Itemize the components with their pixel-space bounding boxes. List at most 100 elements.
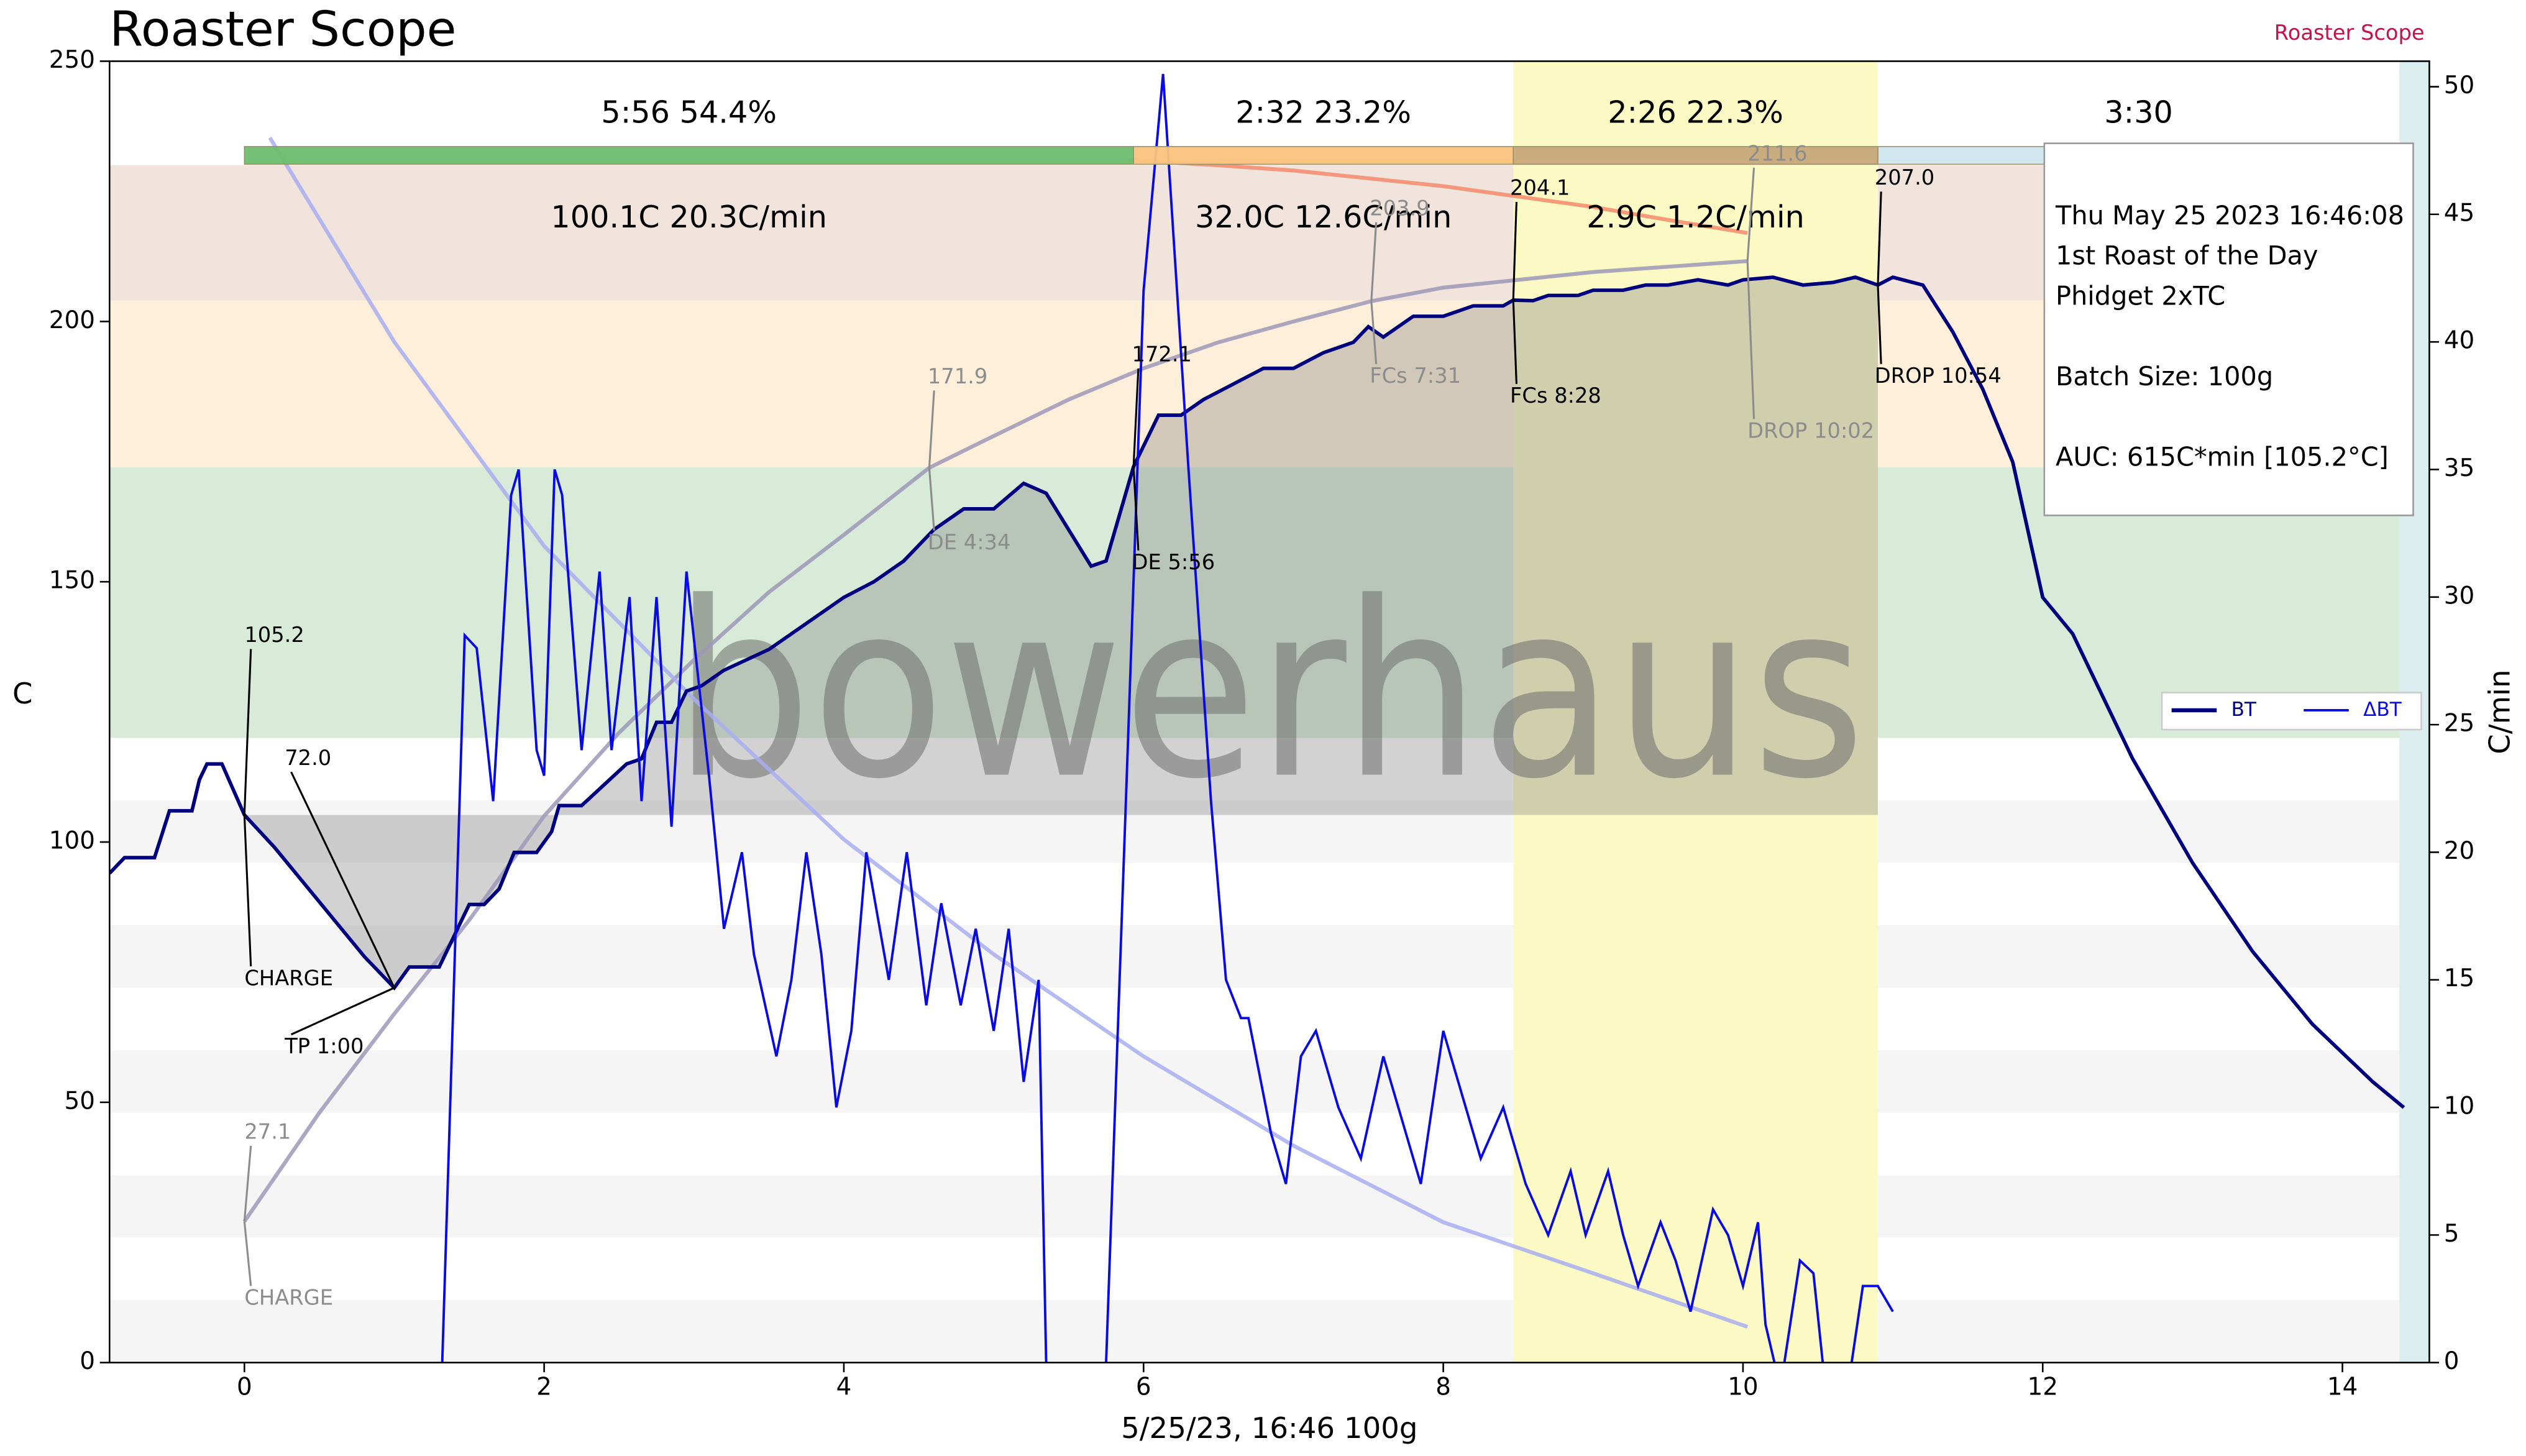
y-tick-label: 100 xyxy=(49,827,95,855)
y-tick-label: 200 xyxy=(49,306,95,334)
info-line: Thu May 25 2023 16:46:08 xyxy=(2055,201,2404,231)
leader xyxy=(928,467,935,531)
event-value: 105.2 xyxy=(244,623,304,647)
x-tick-label: 4 xyxy=(836,1373,852,1401)
leader xyxy=(290,987,395,1036)
event-value: 207.0 xyxy=(1875,165,1934,190)
event-name: FCs 8:28 xyxy=(1510,383,1601,408)
stripe xyxy=(109,800,2430,863)
leader xyxy=(243,1145,252,1222)
stripe xyxy=(109,1175,2430,1238)
phase-label: 2:32 23.2% xyxy=(1235,94,1411,130)
x-tick-label: 12 xyxy=(2028,1373,2058,1401)
auc-area xyxy=(244,277,1878,988)
event-value: 203.9 xyxy=(1370,196,1429,220)
series-line xyxy=(109,275,2405,1109)
x-tick-label: 14 xyxy=(2327,1373,2358,1401)
y-tick-label: 150 xyxy=(49,567,95,595)
leader xyxy=(1132,466,1140,551)
leader xyxy=(243,1221,252,1286)
title: Roaster Scope xyxy=(109,1,456,57)
legend-label: ΔBT xyxy=(2363,698,2402,721)
event-name: FCs 7:31 xyxy=(1370,364,1461,388)
stripe xyxy=(109,1300,2430,1363)
x-tick-label: 0 xyxy=(237,1373,252,1401)
info-line: AUC: 615C*min [105.2°C] xyxy=(2056,442,2389,472)
leader xyxy=(1746,167,1755,262)
legend-label: BT xyxy=(2231,698,2257,721)
info-line: 1st Roast of the Day xyxy=(2056,241,2318,271)
leader xyxy=(1370,222,1378,301)
overlay: 0 2 4 6 8 10 12 14 0 50 100 150 200 250 0 5 10 15 20 25 30 35… xyxy=(49,46,2475,1401)
event-name: CHARGE xyxy=(244,966,333,990)
event-name: DROP 10:02 xyxy=(1747,418,1874,442)
event-name: DROP 10:54 xyxy=(1875,364,2002,388)
x-tick-label: 10 xyxy=(1727,1373,1758,1401)
info-line: Batch Size: 100g xyxy=(2056,362,2273,391)
leader xyxy=(1512,300,1517,384)
y-tick-label: 0 xyxy=(80,1347,95,1375)
phase-bar xyxy=(244,146,1134,165)
y2-tick-label: 25 xyxy=(2444,710,2474,738)
event-value: 211.6 xyxy=(1747,142,1807,166)
stripe xyxy=(109,925,2430,988)
y2-axis-label: C/min xyxy=(2484,669,2517,754)
y2-tick-label: 50 xyxy=(2444,71,2474,99)
leader xyxy=(243,815,252,967)
plot-frame xyxy=(108,60,2430,1363)
x-tick-label: 8 xyxy=(1435,1373,1451,1401)
stripe xyxy=(109,1050,2430,1113)
phase-bar xyxy=(1133,146,1514,165)
y-tick-label: 50 xyxy=(64,1087,94,1115)
series-line xyxy=(441,73,1894,1363)
phase-label: 2:26 22.3% xyxy=(1608,94,1783,130)
info-box xyxy=(2043,142,2414,516)
phase-stats: 100.1C 20.3C/min xyxy=(551,199,827,235)
band xyxy=(109,467,2430,738)
y2-tick-label: 40 xyxy=(2444,327,2474,355)
phase-label: 5:56 54.4% xyxy=(601,94,777,130)
leader xyxy=(1132,368,1140,467)
phase-bar xyxy=(1512,146,1878,165)
event-value: 171.9 xyxy=(928,364,987,388)
event-name: DE 5:56 xyxy=(1132,550,1215,574)
event-value: 204.1 xyxy=(1510,176,1570,200)
brand: Roaster Scope xyxy=(2274,21,2425,45)
event-name: TP 1:00 xyxy=(284,1034,364,1058)
background-curve xyxy=(268,137,1749,1329)
leader xyxy=(928,390,935,468)
phase-label: 3:30 xyxy=(2104,94,2173,130)
x-axis-label: 5/25/23, 16:46 100g xyxy=(1121,1412,1417,1445)
phase-stats: 32.0C 12.6C/min xyxy=(1195,199,1452,235)
plot-background xyxy=(109,61,2430,1363)
info-line: Phidget 2xTC xyxy=(2056,281,2225,311)
background-curve xyxy=(1128,158,1748,235)
leader xyxy=(1370,301,1378,364)
event-name: CHARGE xyxy=(244,1286,333,1310)
x-tick-label: 6 xyxy=(1136,1373,1151,1401)
band xyxy=(109,165,2430,301)
y2-tick-label: 30 xyxy=(2444,582,2474,610)
watermark: bowerhaus xyxy=(674,551,1865,832)
event-value: 172.1 xyxy=(1132,342,1192,367)
event-value: 72.0 xyxy=(285,746,331,770)
event-name: DE 4:34 xyxy=(928,530,1011,554)
development-band xyxy=(1513,61,1878,1363)
y-tick-label: 250 xyxy=(49,46,95,74)
y2-tick-label: 20 xyxy=(2444,837,2474,865)
y-axis-label: C xyxy=(12,677,33,711)
y2-tick-label: 5 xyxy=(2444,1220,2460,1248)
y2-tick-label: 0 xyxy=(2444,1347,2460,1375)
leader xyxy=(1877,285,1882,364)
y2-tick-label: 35 xyxy=(2444,454,2474,482)
y2-tick-label: 15 xyxy=(2444,964,2474,992)
y2-tick-label: 10 xyxy=(2444,1092,2474,1120)
x-tick-label: 2 xyxy=(536,1373,552,1401)
leader xyxy=(1746,261,1755,419)
y2-tick-label: 45 xyxy=(2444,199,2474,227)
leader xyxy=(243,649,252,815)
leader xyxy=(1877,191,1882,285)
event-value: 27.1 xyxy=(244,1120,291,1144)
